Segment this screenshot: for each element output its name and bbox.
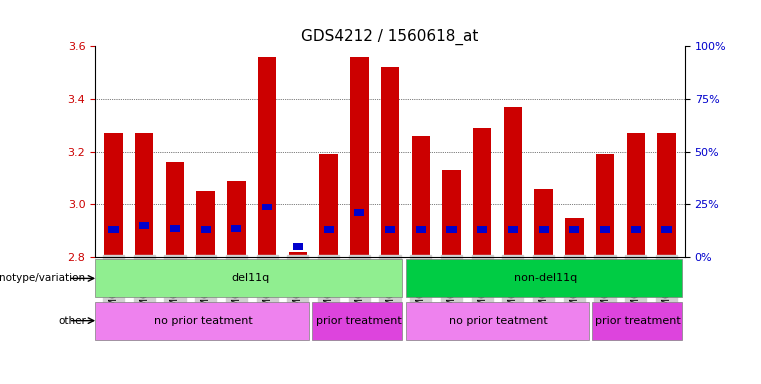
FancyBboxPatch shape xyxy=(313,302,403,340)
Bar xyxy=(631,226,641,233)
Bar xyxy=(350,57,368,257)
Bar xyxy=(109,226,119,233)
Bar xyxy=(539,226,549,233)
Title: GDS4212 / 1560618_at: GDS4212 / 1560618_at xyxy=(301,28,479,45)
Bar xyxy=(596,154,614,257)
Bar xyxy=(600,226,610,233)
Bar xyxy=(139,222,149,229)
Bar xyxy=(658,133,676,257)
Text: prior treatment: prior treatment xyxy=(595,316,681,326)
Bar xyxy=(320,154,338,257)
Bar xyxy=(380,67,400,257)
Bar xyxy=(569,226,579,233)
Bar xyxy=(534,189,552,257)
Text: no prior teatment: no prior teatment xyxy=(154,316,253,326)
Bar xyxy=(477,226,487,233)
FancyBboxPatch shape xyxy=(406,260,682,298)
Text: non-del11q: non-del11q xyxy=(514,273,577,283)
FancyBboxPatch shape xyxy=(592,302,682,340)
Bar xyxy=(170,225,180,232)
Bar xyxy=(135,133,154,257)
Text: prior treatment: prior treatment xyxy=(316,316,402,326)
Bar xyxy=(447,226,457,233)
Bar xyxy=(293,243,303,250)
Bar xyxy=(442,170,460,257)
Bar xyxy=(473,128,492,257)
Bar xyxy=(201,226,211,233)
FancyBboxPatch shape xyxy=(95,260,403,298)
Bar xyxy=(228,181,246,257)
Bar xyxy=(385,226,395,233)
Bar xyxy=(104,133,123,257)
Bar xyxy=(412,136,430,257)
Bar xyxy=(196,191,215,257)
Bar xyxy=(416,226,426,233)
Text: no prior teatment: no prior teatment xyxy=(449,316,548,326)
Bar xyxy=(231,225,241,232)
Bar xyxy=(508,226,518,233)
Text: other: other xyxy=(58,316,86,326)
Bar xyxy=(166,162,184,257)
Bar xyxy=(626,133,645,257)
Text: del11q: del11q xyxy=(231,273,269,283)
Bar xyxy=(262,204,272,210)
FancyBboxPatch shape xyxy=(406,302,589,340)
Bar xyxy=(504,107,522,257)
FancyBboxPatch shape xyxy=(95,302,309,340)
Bar xyxy=(258,57,276,257)
Text: genotype/variation: genotype/variation xyxy=(0,273,86,283)
Bar xyxy=(661,226,671,233)
Bar xyxy=(565,218,584,257)
Bar xyxy=(323,226,333,233)
Bar xyxy=(354,209,365,216)
Bar xyxy=(288,252,307,257)
